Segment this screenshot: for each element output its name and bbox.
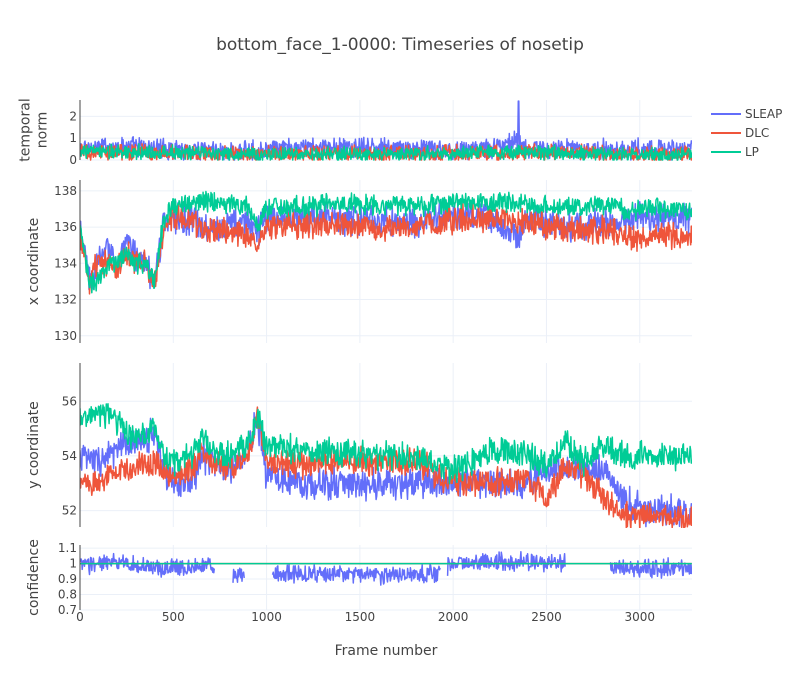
x-tick-label: 1000 xyxy=(251,610,282,624)
x-tick-label: 500 xyxy=(162,610,185,624)
panels: 0 1 2 temporal norm 130 132 134 136 138 x coordina… xyxy=(18,98,692,624)
series-line-lp xyxy=(80,143,692,161)
y-tick-label: 54 xyxy=(62,449,77,463)
y-axis-title: confidence xyxy=(26,539,42,616)
legend-item-dlc[interactable]: DLC xyxy=(711,126,769,140)
panel-x_coordinate: 130 132 134 136 138 x coordinate xyxy=(26,180,692,343)
panel-y_coordinate: 52 54 56 y coordinate xyxy=(26,363,692,528)
panel-confidence: 0.70.8 0.91 1.1 confidence xyxy=(26,539,692,617)
legend-item-lp[interactable]: LP xyxy=(711,145,759,159)
chart-title: bottom_face_1-0000: Timeseries of noseti… xyxy=(216,35,584,55)
legend-item-sleap[interactable]: SLEAP xyxy=(711,107,782,121)
y-tick-label: 138 xyxy=(54,184,77,198)
x-axis-title: Frame number xyxy=(335,643,438,659)
series-line-dlc xyxy=(80,406,692,528)
y-tick-label: 134 xyxy=(54,256,77,270)
series-line-dlc xyxy=(80,203,692,295)
legend-label: DLC xyxy=(745,126,769,140)
series-line-lp xyxy=(80,190,692,294)
series-group xyxy=(80,550,692,586)
series-line-lp xyxy=(80,403,692,485)
x-tick-label: 2000 xyxy=(438,610,469,624)
series-group xyxy=(80,190,692,295)
series-group xyxy=(80,403,692,528)
x-tick-label: 3000 xyxy=(624,610,655,624)
legend: SLEAP DLC LP xyxy=(711,107,782,159)
y-tick-label: 1.1 xyxy=(58,541,77,555)
legend-label: LP xyxy=(745,145,759,159)
y-tick-label: 136 xyxy=(54,220,77,234)
y-axis-title: temporal xyxy=(18,98,34,161)
y-tick-label: 0.9 xyxy=(58,572,77,586)
x-tick-label: 2500 xyxy=(531,610,562,624)
y-tick-label: 1 xyxy=(69,557,77,571)
y-tick-label: 56 xyxy=(62,394,77,408)
series-line-sleap xyxy=(80,550,692,586)
y-tick-label: 0 xyxy=(69,153,77,167)
series-group xyxy=(80,100,692,161)
y-axis-title: x coordinate xyxy=(26,218,42,305)
y-tick-label: 52 xyxy=(62,504,77,518)
panel-temporal_norm: 0 1 2 temporal norm xyxy=(18,98,692,167)
y-tick-label: 0.8 xyxy=(58,588,77,602)
y-tick-label: 2 xyxy=(69,109,77,123)
y-tick-label: 0.7 xyxy=(58,603,77,617)
x-tick-label: 0 xyxy=(76,610,84,624)
y-tick-label: 132 xyxy=(54,293,77,307)
legend-label: SLEAP xyxy=(745,107,782,121)
y-tick-label: 130 xyxy=(54,329,77,343)
x-tick-label: 1500 xyxy=(345,610,376,624)
y-axis-title: y coordinate xyxy=(26,401,42,488)
y-axis-title: norm xyxy=(35,112,51,149)
y-tick-label: 1 xyxy=(69,131,77,145)
